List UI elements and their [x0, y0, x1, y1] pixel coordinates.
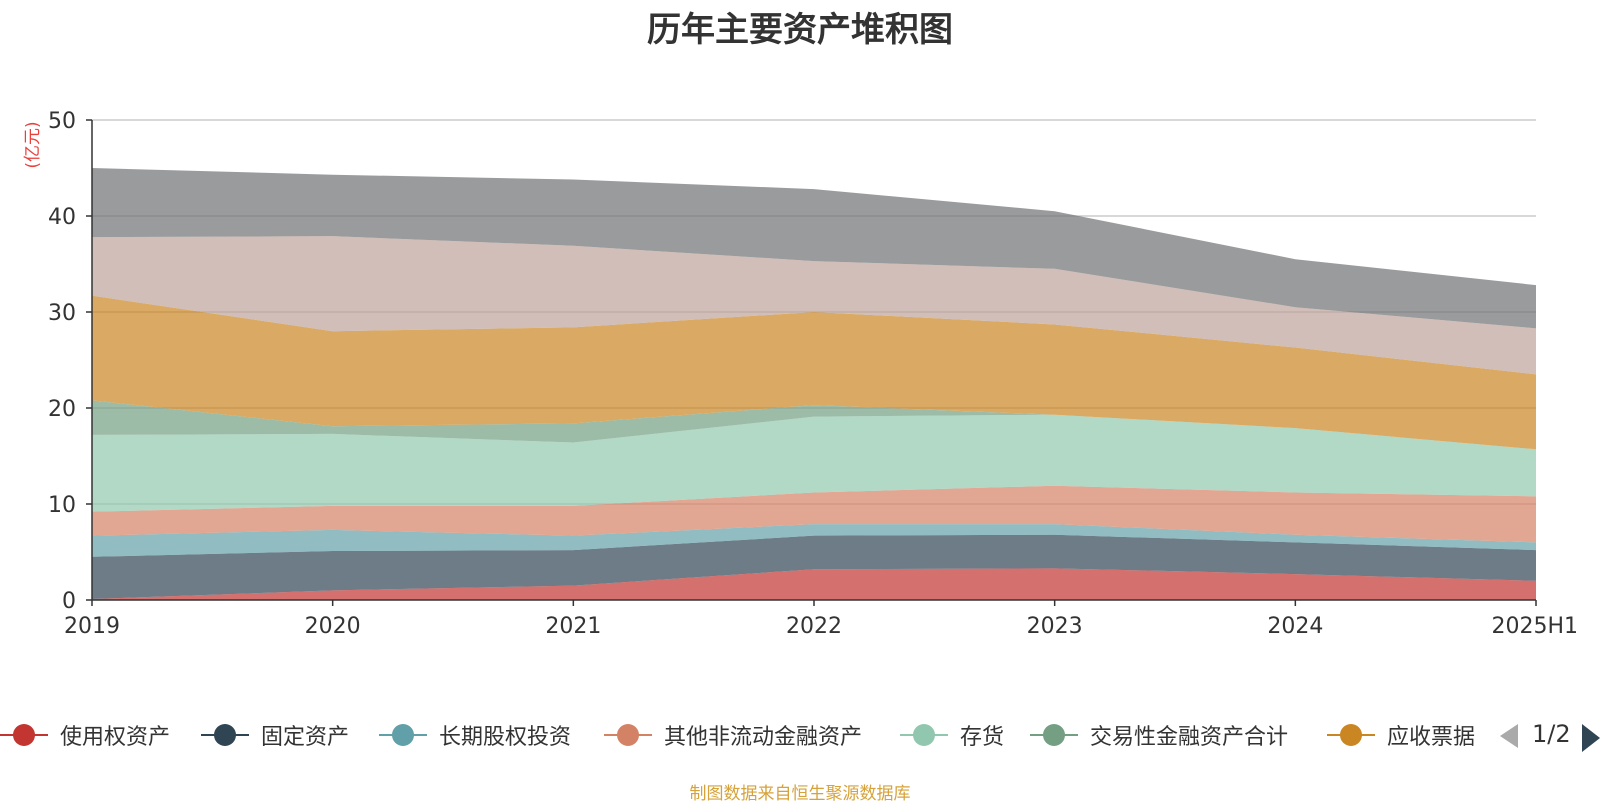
x-tick-label: 2024	[1267, 614, 1323, 639]
legend-label: 固定资产	[261, 725, 350, 750]
source-note: 制图数据来自恒生聚源数据库	[689, 784, 911, 804]
legend-label: 应收票据	[1387, 725, 1476, 750]
legend-item[interactable]: 交易性金融资产合计	[1030, 718, 1288, 752]
x-tick-label: 2025H1	[1491, 614, 1578, 639]
series-area[interactable]	[92, 524, 1536, 557]
y-axis-unit-label: (亿元)	[23, 121, 43, 168]
legend-marker-icon	[604, 718, 652, 752]
legend-marker-icon	[900, 718, 948, 752]
axes: 0 10 20 30 40 50 2019 2020 2021 2022 2023 2024 2025H…	[48, 109, 1578, 639]
legend-label: 交易性金融资产合计	[1090, 725, 1289, 750]
series-area[interactable]	[92, 568, 1536, 600]
legend-item[interactable]: 长期股权投资	[379, 718, 571, 752]
y-tick-label: 0	[62, 589, 76, 614]
series-area[interactable]	[92, 400, 1536, 450]
x-tick-label: 2019	[64, 614, 120, 639]
legend-marker-icon	[1327, 718, 1375, 752]
x-tick-label: 2022	[786, 614, 842, 639]
legend-item[interactable]: 固定资产	[201, 718, 349, 752]
legend-pager: 1/2	[1500, 718, 1600, 752]
legend-marker-icon	[0, 718, 48, 752]
chart-title: 历年主要资产堆积图	[647, 10, 953, 50]
legend-label: 存货	[960, 725, 1005, 750]
stacked-areas	[92, 168, 1536, 600]
legend-item[interactable]: 使用权资产	[0, 718, 170, 752]
y-tick-label: 10	[48, 493, 76, 518]
legend-marker-icon	[379, 718, 427, 752]
legend: 使用权资产 固定资产 长期股权投资 其他非流动金融资产 存货 交易性金融资产合计 应收票据	[0, 718, 1600, 752]
y-tick-label: 30	[48, 301, 76, 326]
series-area[interactable]	[92, 236, 1536, 375]
y-tick-label: 50	[48, 109, 76, 134]
x-tick-label: 2023	[1027, 614, 1083, 639]
series-area[interactable]	[92, 414, 1536, 512]
legend-label: 使用权资产	[60, 725, 171, 750]
series-area[interactable]	[92, 168, 1536, 329]
series-area[interactable]	[92, 485, 1536, 543]
y-tick-label: 20	[48, 397, 76, 422]
legend-label: 其他非流动金融资产	[664, 725, 863, 750]
legend-next-page-icon[interactable]	[1582, 724, 1600, 752]
series-area[interactable]	[92, 534, 1536, 600]
legend-item[interactable]: 应收票据	[1327, 718, 1475, 752]
legend-prev-page-icon[interactable]	[1500, 724, 1518, 748]
x-tick-label: 2021	[545, 614, 601, 639]
legend-marker-icon	[201, 718, 249, 752]
y-tick-label: 40	[48, 205, 76, 230]
legend-item[interactable]: 存货	[900, 718, 1004, 752]
series-area[interactable]	[92, 295, 1536, 450]
x-tick-label: 2020	[305, 614, 361, 639]
legend-page-indicator: 1/2	[1532, 720, 1571, 748]
legend-label: 长期股权投资	[439, 725, 572, 750]
legend-item[interactable]: 其他非流动金融资产	[604, 718, 862, 752]
legend-marker-icon	[1030, 718, 1078, 752]
